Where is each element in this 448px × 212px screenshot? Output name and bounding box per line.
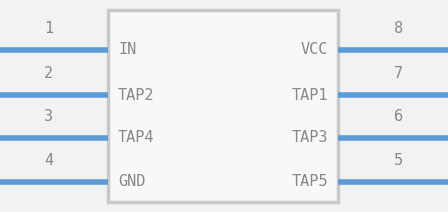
Text: GND: GND (118, 174, 145, 190)
Text: VCC: VCC (301, 42, 328, 57)
Text: 5: 5 (394, 153, 403, 168)
Text: TAP1: TAP1 (292, 88, 328, 102)
Text: TAP2: TAP2 (118, 88, 155, 102)
Text: 3: 3 (44, 109, 53, 124)
Text: IN: IN (118, 42, 136, 57)
Text: 7: 7 (394, 66, 403, 81)
Text: 1: 1 (44, 21, 53, 36)
Text: 8: 8 (394, 21, 403, 36)
Text: TAP4: TAP4 (118, 131, 155, 145)
Bar (108, 10, 338, 202)
Text: TAP5: TAP5 (292, 174, 328, 190)
Text: 2: 2 (44, 66, 53, 81)
Text: 4: 4 (44, 153, 53, 168)
Text: TAP3: TAP3 (292, 131, 328, 145)
Text: 6: 6 (394, 109, 403, 124)
